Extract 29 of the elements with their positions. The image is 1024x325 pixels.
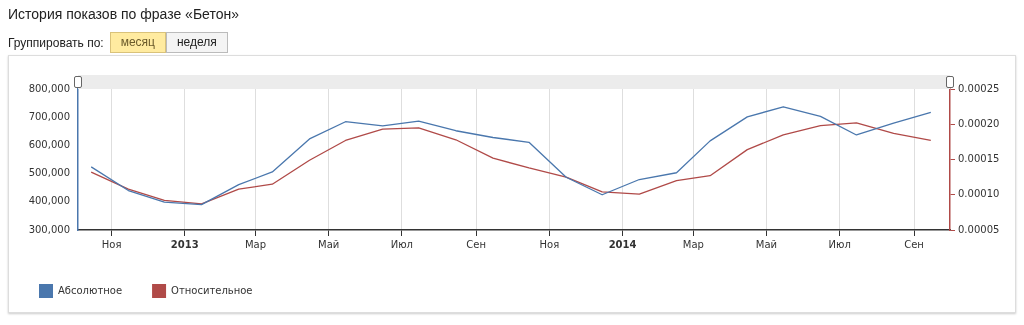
y-tick-label: 700,000 [28, 110, 70, 122]
x-tick-label: Июл [390, 238, 413, 250]
x-tick-label: Сен [466, 238, 487, 250]
x-tick-label: Ноя [539, 238, 560, 250]
text: неделя [165, 32, 228, 53]
y-tick-label: 500,000 [28, 167, 70, 179]
y-tick-label: 600,000 [28, 138, 70, 150]
y2-tick-label: 0.00010 [958, 188, 1000, 200]
y-tick-label: 400,000 [28, 195, 70, 207]
x-tick-label: Мар [244, 238, 267, 250]
chart-title: История показов по фразе «Бетон» [8, 6, 239, 22]
x-tick-label: Май [318, 238, 340, 250]
y2-tick-label: 0.00005 [958, 223, 1000, 235]
x-tick-label: 2013 [170, 238, 199, 250]
y-tick-label: 800,000 [28, 82, 70, 94]
x-tick-label: 2014 [608, 238, 637, 250]
x-tick-label: Сен [904, 238, 924, 250]
y-tick-label: 300,000 [28, 223, 70, 235]
y2-tick-label: 0.00015 [958, 153, 1000, 165]
y2-tick-label: 0.00020 [958, 117, 1000, 129]
x-tick-label: Мар [682, 238, 704, 250]
text: месяц [109, 32, 166, 53]
x-tick-label: Ноя [101, 238, 122, 250]
x-tick-label: Июл [828, 238, 851, 250]
text: Группировать по: [8, 35, 104, 50]
legend-label: Относительное [171, 284, 253, 296]
x-tick-label: Май [755, 238, 778, 250]
legend-label: Абсолютное [58, 284, 123, 296]
y2-tick-label: 0.00025 [958, 82, 1000, 94]
